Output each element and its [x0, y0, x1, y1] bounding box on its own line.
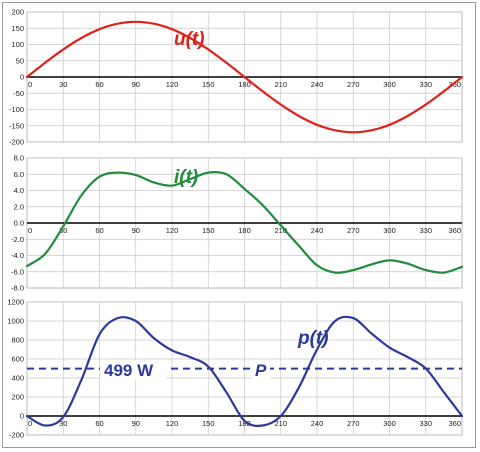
x-tick-label-i: 120 [166, 226, 179, 235]
x-tick-label-i: 180 [238, 226, 251, 235]
y-tick-label-p: 1000 [7, 317, 24, 326]
x-tick-label-u: 120 [166, 80, 179, 89]
x-tick-label-u: 360 [448, 80, 461, 89]
y-tick-label-u: -200 [9, 138, 24, 147]
y-tick-label-i: 6.0 [14, 170, 24, 179]
series-line-i [25, 170, 464, 274]
x-tick-label-i: 150 [202, 226, 215, 235]
y-tick-label-i: 8.0 [14, 154, 24, 163]
y-tick-label-i: -6.0 [11, 267, 24, 276]
y-tick-label-u: 200 [11, 8, 24, 17]
x-tick-label-p: 330 [419, 419, 432, 428]
y-tick-label-i: 0.0 [14, 219, 24, 228]
y-tick-label-i: -2.0 [11, 235, 24, 244]
x-tick-label-p: 180 [238, 419, 251, 428]
x-tick-label-u: 180 [238, 80, 251, 89]
avg-label-bg [100, 360, 166, 380]
y-tick-label-i: -8.0 [11, 284, 24, 293]
x-tick-label-i: 0 [28, 226, 32, 235]
x-tick-label-p: 120 [166, 419, 179, 428]
x-tick-label-i: 90 [132, 226, 140, 235]
x-tick-label-p: 150 [202, 419, 215, 428]
y-tick-label-u: 50 [16, 56, 24, 65]
x-tick-label-p: 0 [28, 419, 32, 428]
u-series-label: u(t) [174, 29, 205, 50]
x-tick-label-u: 240 [311, 80, 324, 89]
x-tick-label-i: 300 [383, 226, 396, 235]
x-tick-label-p: 210 [274, 419, 287, 428]
y-tick-label-p: 800 [11, 336, 24, 345]
x-tick-label-p: 270 [347, 419, 360, 428]
series-line-u [25, 20, 464, 134]
y-tick-label-u: 0 [20, 73, 24, 82]
y-tick-label-i: -4.0 [11, 251, 24, 260]
y-tick-label-p: -200 [9, 431, 24, 440]
y-tick-label-p: 200 [11, 393, 24, 402]
x-tick-label-u: 30 [59, 80, 67, 89]
y-tick-label-i: 4.0 [14, 186, 24, 195]
avg-power-symbol: P [255, 361, 267, 380]
y-tick-label-p: 0 [20, 412, 24, 421]
x-tick-label-u: 300 [383, 80, 396, 89]
y-tick-label-u: -150 [9, 121, 24, 130]
x-tick-label-p: 300 [383, 419, 396, 428]
x-tick-label-i: 270 [347, 226, 360, 235]
x-tick-label-i: 60 [95, 226, 103, 235]
x-tick-label-u: 330 [419, 80, 432, 89]
y-tick-label-p: 400 [11, 374, 24, 383]
x-tick-label-i: 240 [311, 226, 324, 235]
x-tick-label-p: 90 [132, 419, 140, 428]
x-tick-label-p: 240 [311, 419, 324, 428]
y-tick-label-u: -50 [13, 89, 24, 98]
x-tick-label-u: 270 [347, 80, 360, 89]
x-tick-label-i: 210 [274, 226, 287, 235]
y-tick-label-i: 2.0 [14, 202, 24, 211]
y-tick-label-u: -100 [9, 105, 24, 114]
i-series-label: i(t) [174, 167, 198, 188]
x-tick-label-p: 360 [448, 419, 461, 428]
x-tick-label-i: 330 [419, 226, 432, 235]
series-line-p [25, 315, 464, 427]
x-tick-label-i: 360 [448, 226, 461, 235]
x-tick-label-i: 30 [59, 226, 67, 235]
p-series-label: p(t) [297, 328, 329, 349]
x-tick-label-u: 210 [274, 80, 287, 89]
y-tick-label-u: 100 [11, 40, 24, 49]
x-tick-label-u: 0 [28, 80, 32, 89]
y-tick-label-p: 1200 [7, 298, 24, 307]
avg-symbol-bg [252, 360, 270, 380]
x-tick-label-u: 60 [95, 80, 103, 89]
y-tick-label-u: 150 [11, 24, 24, 33]
avg-power-value: 499 W [104, 361, 154, 380]
x-tick-label-p: 30 [59, 419, 67, 428]
y-tick-label-p: 600 [11, 355, 24, 364]
x-tick-label-u: 150 [202, 80, 215, 89]
x-tick-label-u: 90 [132, 80, 140, 89]
x-tick-label-p: 60 [95, 419, 103, 428]
